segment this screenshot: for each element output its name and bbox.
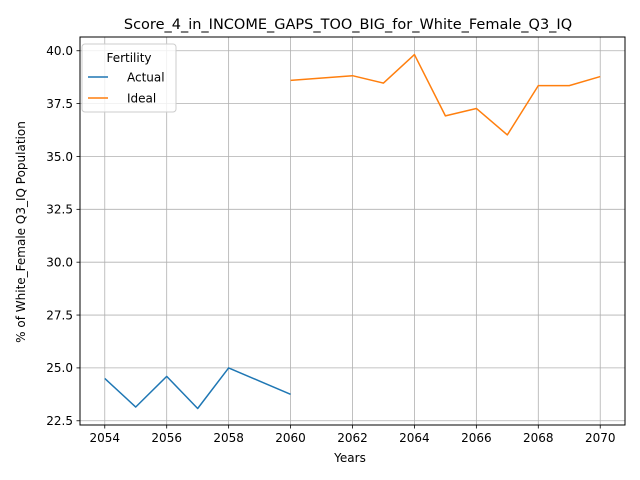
x-tick-label: 2068 [523, 431, 554, 445]
x-axis-ticks: 2054 2056 2058 2060 2062 2064 2066 2068 2070 [89, 425, 616, 445]
y-axis-label: % of White_Female Q3_IQ Population [14, 121, 28, 343]
grid-lines [80, 37, 625, 425]
y-tick-label: 27.5 [46, 308, 73, 322]
legend: Fertility Actual Ideal [81, 43, 177, 113]
y-tick-label: 22.5 [46, 414, 73, 428]
x-tick-label: 2066 [461, 431, 492, 445]
x-tick-label: 2062 [337, 431, 368, 445]
y-tick-label: 35.0 [46, 150, 73, 164]
legend-box [81, 43, 177, 113]
y-tick-label: 40.0 [46, 44, 73, 58]
legend-label-ideal: Ideal [127, 92, 156, 106]
series-line-actual [104, 367, 291, 410]
x-tick-label: 2058 [213, 431, 244, 445]
y-tick-label: 32.5 [46, 203, 73, 217]
legend-title: Fertility [106, 51, 151, 65]
y-axis-ticks: 22.5 25.0 27.5 30.0 32.5 35.0 37.5 40.0 [46, 44, 80, 428]
x-tick-label: 2064 [399, 431, 430, 445]
series-lines [104, 53, 601, 410]
y-tick-label: 30.0 [46, 255, 73, 269]
y-tick-label: 37.5 [46, 97, 73, 111]
x-axis-label: Years [333, 451, 366, 465]
y-tick-label: 25.0 [46, 361, 73, 375]
x-tick-label: 2060 [275, 431, 306, 445]
x-tick-label: 2056 [151, 431, 182, 445]
legend-label-actual: Actual [127, 71, 165, 85]
series-line-ideal [290, 53, 601, 136]
x-tick-label: 2054 [89, 431, 120, 445]
chart-title: Score_4_in_INCOME_GAPS_TOO_BIG_for_White… [124, 17, 572, 33]
x-tick-label: 2070 [585, 431, 616, 445]
